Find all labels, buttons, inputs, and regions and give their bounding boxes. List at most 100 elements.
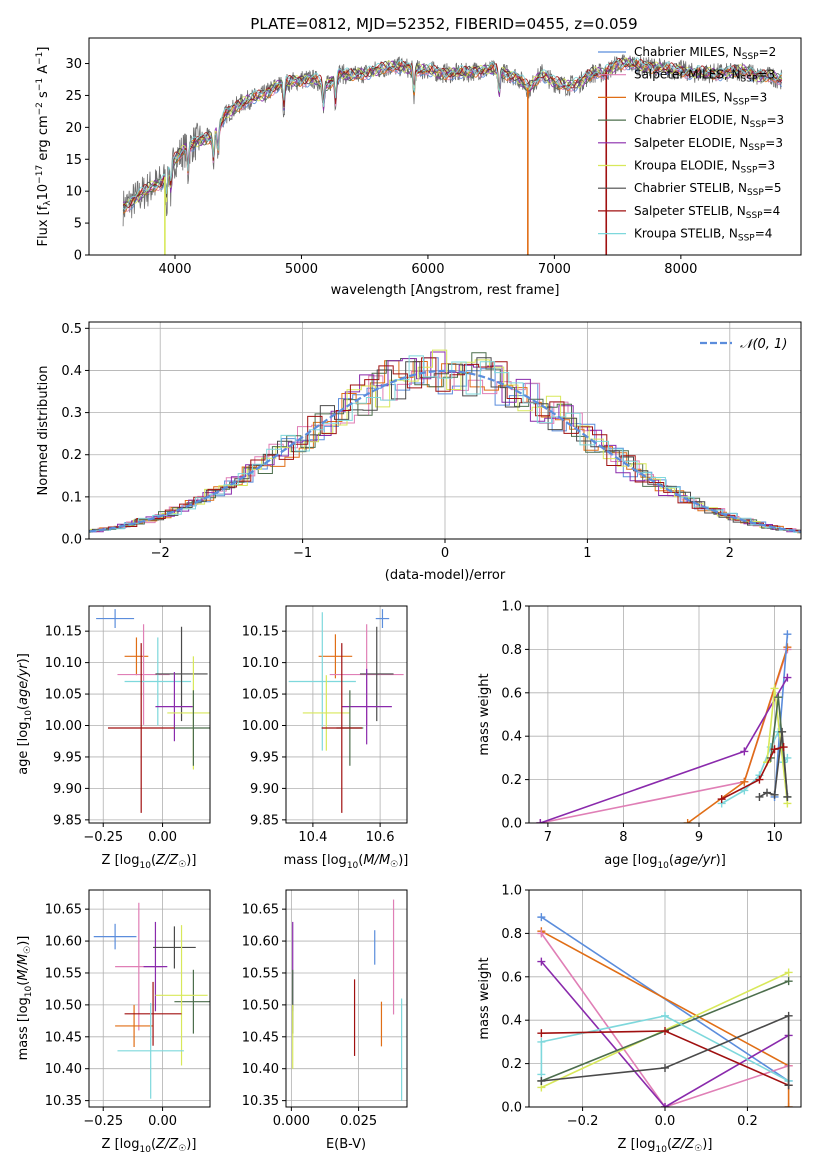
weight-marker <box>661 1103 669 1107</box>
histogram-step <box>89 357 801 532</box>
x-tick-label: 10 <box>766 830 783 845</box>
weight-marker <box>784 977 793 986</box>
spectrum-model-line <box>122 57 783 205</box>
y-tick-label: 0.2 <box>501 1057 522 1072</box>
x-tick-label: 8000 <box>664 262 697 277</box>
x-tick-label: 0.000 <box>273 1114 310 1129</box>
plot-area <box>286 890 407 1107</box>
y-tick-label: 0.2 <box>501 773 522 788</box>
x-tick-label: 9 <box>695 830 703 845</box>
y-tick-label: 0.0 <box>501 1101 522 1116</box>
y-tick-label: 1.0 <box>501 884 522 899</box>
y-tick-label: 10.40 <box>242 1062 279 1077</box>
y-tick-label: 10.65 <box>45 903 82 918</box>
spectrum-model-line <box>123 57 783 208</box>
legend-label: Chabrier MILES, NSSP=2 <box>634 45 776 62</box>
x-tick-label: 10.4 <box>298 830 327 845</box>
x-tick-label: 8 <box>619 830 627 845</box>
x-axis-label: E(B-V) <box>326 1137 366 1152</box>
weight-marker <box>770 745 779 754</box>
weight-marker <box>755 775 764 784</box>
y-tick-label: 10.60 <box>45 935 82 950</box>
weight-line <box>773 634 789 798</box>
weight-marker <box>537 1037 546 1046</box>
x-axis-label: (data-model)/error <box>385 568 506 583</box>
panel-spectrum: 4000 5000 6000 7000 8000 0 5 10 15 20 25 30 Chabrier… <box>35 37 802 298</box>
y-tick-label: 0.4 <box>61 364 82 379</box>
axes-frame <box>88 37 802 256</box>
axes-frame <box>88 889 211 1108</box>
y-axis-label: Flux [fλ10−17 erg cm−2 s−1 A−1] <box>35 47 53 247</box>
y-tick-label: 0.1 <box>61 490 82 505</box>
panel-age_vs_mass: 10.4 10.6 9.85 9.90 9.95 10.00 10.05 10.10 10.15… <box>242 605 408 871</box>
y-tick-label: 0.0 <box>501 817 522 832</box>
y-tick-label: 10.05 <box>242 688 279 703</box>
plot-area <box>529 606 801 823</box>
weight-line <box>541 1014 790 1086</box>
weight-marker <box>763 788 771 797</box>
plot-area <box>89 606 210 823</box>
y-tick-label: 0.8 <box>501 643 522 658</box>
weight-line <box>540 677 789 823</box>
x-tick-label: 7 <box>544 830 552 845</box>
y-tick-label: 10.10 <box>45 656 82 671</box>
plot-area <box>286 606 407 823</box>
plot-area <box>529 890 801 1107</box>
legend: Chabrier MILES, NSSP=2 Salpeter MILES, NS… <box>598 45 784 244</box>
plot-area <box>122 53 783 255</box>
weight-marker <box>770 684 779 693</box>
x-axis-label: age [log10(age/yr)] <box>604 853 726 871</box>
legend-label: Kroupa ELODIE, NSSP=3 <box>634 159 775 176</box>
weight-marker <box>783 643 792 652</box>
y-tick-label: 0.4 <box>501 1014 522 1029</box>
legend-label: Kroupa MILES, NSSP=3 <box>634 90 767 107</box>
panel-mass_vs_EBV: 0.000 0.025 10.35 10.40 10.45 10.50 10.55 10.60… <box>242 889 408 1152</box>
y-axis-label: Normed distribution <box>36 366 51 496</box>
weight-marker <box>784 968 793 977</box>
weight-line <box>540 1015 789 1082</box>
weight-marker <box>740 777 749 786</box>
y-tick-label: 10.05 <box>45 688 82 703</box>
x-tick-label: −2 <box>151 546 170 561</box>
weight-marker <box>783 630 792 639</box>
weight-marker <box>661 1063 669 1072</box>
spectrum-model-line <box>122 57 783 210</box>
weight-marker <box>683 819 692 823</box>
axes-frame <box>285 605 408 824</box>
plot-area <box>89 322 801 539</box>
x-tick-label: −0.25 <box>83 830 123 845</box>
weight-marker <box>784 1103 793 1107</box>
y-tick-label: 10.00 <box>45 719 82 734</box>
x-tick-label: 1 <box>583 546 591 561</box>
histogram-step <box>89 357 801 533</box>
x-tick-label: 7000 <box>538 262 571 277</box>
x-tick-label: 0.00 <box>148 830 177 845</box>
weight-marker <box>537 1029 546 1038</box>
y-tick-label: 10.00 <box>242 719 279 734</box>
spectrum-data-line <box>122 53 783 227</box>
weight-marker <box>779 743 788 752</box>
y-tick-label: 0.0 <box>61 533 82 548</box>
y-tick-label: 0 <box>74 249 82 264</box>
y-tick-label: 25 <box>65 89 82 104</box>
y-tick-label: 9.95 <box>53 750 82 765</box>
x-axis-label: wavelength [Angstrom, rest frame] <box>331 283 560 298</box>
panel-mass_vs_Z: −0.25 0.00 10.35 10.40 10.45 10.50 10.55 10.60 1… <box>16 889 211 1155</box>
y-tick-label: 9.85 <box>53 813 82 828</box>
legend-label: Chabrier ELODIE, NSSP=3 <box>634 113 784 130</box>
x-tick-label: 4000 <box>158 262 191 277</box>
axes-frame <box>528 605 802 824</box>
y-tick-label: 10.50 <box>45 998 82 1013</box>
y-tick-label: 10.10 <box>242 656 279 671</box>
panel-age_vs_Z: −0.25 0.00 9.85 9.90 9.95 10.00 10.05 10.10 10.1… <box>16 605 211 871</box>
y-axis-label: mass [log10(M/M☉)] <box>16 936 34 1061</box>
legend-label: Salpeter STELIB, NSSP=4 <box>634 204 780 221</box>
weight-marker <box>778 727 787 736</box>
y-tick-label: 0.5 <box>61 322 82 337</box>
y-axis-label: mass weight <box>477 673 492 755</box>
y-tick-label: 10.60 <box>242 935 279 950</box>
panel-residuals: −2 −1 0 1 2 0.0 0.1 0.2 0.3 0.4 0.5 𝒩(0, 1) (data-mo… <box>36 321 802 583</box>
x-axis-label: Z [log10(Z/Z☉)] <box>102 1137 197 1155</box>
chart-title: PLATE=0812, MJD=52352, FIBERID=0455, z=0… <box>250 15 637 33</box>
